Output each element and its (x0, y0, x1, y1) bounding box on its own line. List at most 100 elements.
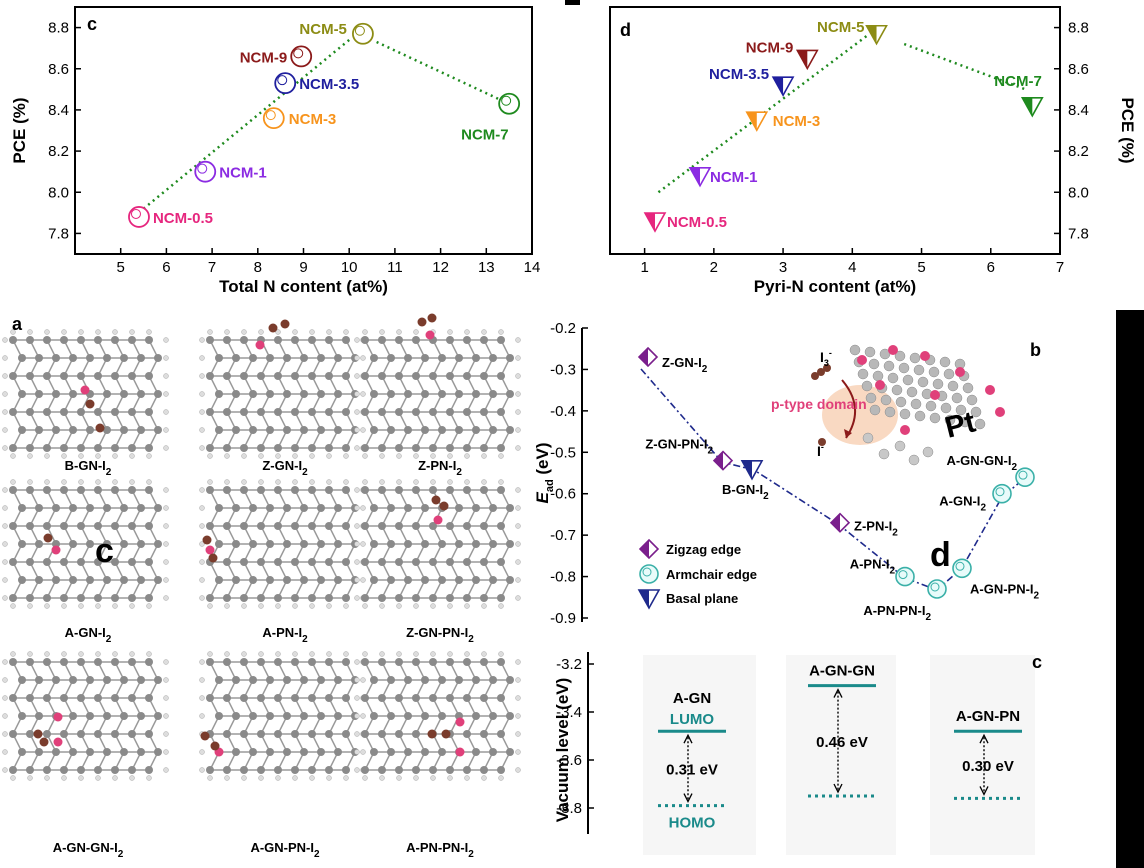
x-tick-label: 11 (387, 259, 403, 276)
carbon-atom (325, 372, 333, 380)
hydrogen-atom (447, 775, 453, 781)
hydrogen-atom (2, 677, 8, 683)
hydrogen-atom (360, 713, 366, 719)
y-tick-label: -0.4 (550, 403, 576, 420)
carbon-atom (497, 594, 505, 602)
iodine-atom (210, 741, 220, 751)
carbon-atom (145, 594, 153, 602)
hydrogen-atom (343, 329, 349, 335)
carbon-atom (223, 486, 231, 494)
legend-label: Zigzag edge (666, 542, 741, 557)
carbon-atom (120, 504, 128, 512)
carbon-atom (69, 748, 77, 756)
hydrogen-atom (498, 603, 504, 609)
carbon-atom (223, 558, 231, 566)
carbon-atom (361, 730, 369, 738)
carbon-atom (421, 748, 429, 756)
point-label: NCM-3.5 (709, 66, 769, 83)
carbon-atom (489, 354, 497, 362)
hydrogen-atom (354, 445, 360, 451)
carbon-atom (308, 558, 316, 566)
structure-caption: A-PN-I2 (262, 625, 308, 645)
carbon-atom (378, 658, 386, 666)
hydrogen-atom (362, 603, 368, 609)
data-point-highlight (501, 95, 512, 106)
carbon-atom (325, 408, 333, 416)
carbon-atom (480, 658, 488, 666)
carbon-atom (906, 386, 918, 398)
carbon-atom (387, 712, 395, 720)
hydrogen-atom (163, 505, 169, 511)
carbon-atom (69, 540, 77, 548)
hydrogen-atom (515, 391, 521, 397)
data-point-fill (714, 451, 723, 470)
carbon-atom (240, 766, 248, 774)
hydrogen-atom (78, 453, 84, 459)
hydrogen-atom (464, 775, 470, 781)
carbon-atom (455, 354, 463, 362)
carbon-atom (43, 486, 51, 494)
carbon-atom (9, 730, 17, 738)
hydrogen-atom (326, 329, 332, 335)
carbon-atom (232, 676, 240, 684)
hydrogen-atom (275, 329, 281, 335)
carbon-atom (387, 426, 395, 434)
carbon-atom (232, 540, 240, 548)
carbon-atom (60, 558, 68, 566)
hydrogen-atom (199, 695, 205, 701)
carbon-atom (77, 558, 85, 566)
carbon-atom (480, 558, 488, 566)
structure-caption-sub: 2 (468, 634, 474, 645)
carbon-atom (429, 522, 437, 530)
carbon-atom (317, 540, 325, 548)
hydrogen-atom (515, 749, 521, 755)
x-tick-label: 14 (524, 259, 541, 276)
hydrogen-atom (78, 603, 84, 609)
carbon-atom (206, 444, 214, 452)
carbon-atom (154, 576, 162, 584)
carbon-atom (308, 766, 316, 774)
carbon-atom (26, 336, 34, 344)
carbon-atom (378, 594, 386, 602)
hydrogen-atom (199, 595, 205, 601)
hydrogen-atom (44, 453, 50, 459)
point-label: A-GN-PN-I2 (970, 581, 1040, 601)
hydrogen-atom (515, 577, 521, 583)
hydrogen-atom (163, 391, 169, 397)
carbon-atom (137, 426, 145, 434)
panel-d-frame (609, 6, 1061, 255)
hydrogen-atom (2, 487, 8, 493)
carbon-atom (9, 658, 17, 666)
carbon-atom (94, 336, 102, 344)
carbon-atom (317, 426, 325, 434)
hydrogen-atom (2, 355, 8, 361)
carbon-atom (308, 694, 316, 702)
hydrogen-atom (362, 479, 368, 485)
data-point-highlight (354, 25, 365, 36)
carbon-atom (404, 354, 412, 362)
hydrogen-atom (379, 775, 385, 781)
hydrogen-atom (199, 409, 205, 415)
hydrogen-atom (61, 329, 67, 335)
data-point-fill (1022, 97, 1033, 116)
carbon-atom (240, 558, 248, 566)
carbon-atom (455, 426, 463, 434)
structure-cell: A-GN-GN-I2 (2, 651, 169, 860)
x-tick-label: 6 (987, 259, 995, 276)
carbon-atom (77, 336, 85, 344)
carbon-atom (898, 362, 910, 374)
hydrogen-atom (129, 479, 135, 485)
hydrogen-atom (129, 329, 135, 335)
structure-caption: Z-GN-PN-I2 (406, 625, 474, 645)
carbon-atom (317, 354, 325, 362)
carbon-atom (206, 658, 214, 666)
carbon-atom (232, 748, 240, 756)
carbon-atom (26, 658, 34, 666)
carbon-atom (154, 504, 162, 512)
hydrogen-atom (258, 651, 264, 657)
hydrogen-atom (207, 479, 213, 485)
x-tick-label: 9 (299, 259, 307, 276)
hydrogen-atom (163, 713, 169, 719)
carbon-atom (446, 558, 454, 566)
carbon-atom (137, 712, 145, 720)
